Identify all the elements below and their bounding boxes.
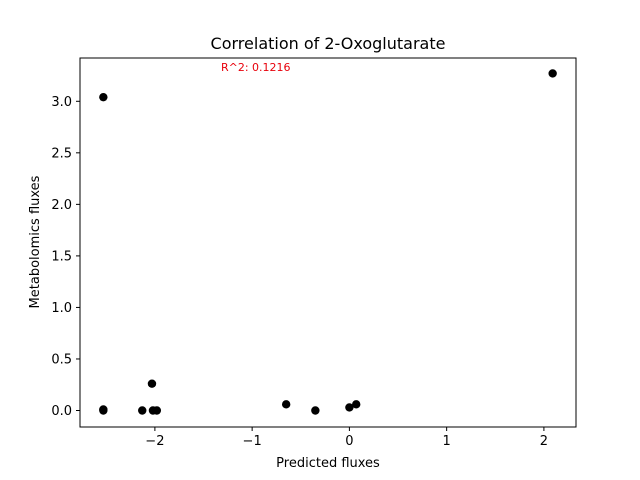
data-point bbox=[311, 406, 320, 415]
x-tick-label: 0 bbox=[345, 434, 353, 449]
data-points bbox=[99, 69, 557, 415]
data-point bbox=[99, 406, 108, 415]
data-point bbox=[99, 92, 108, 102]
chart-title: Correlation of 2-Oxoglutarate bbox=[211, 34, 446, 53]
x-axis-label: Predicted fluxes bbox=[276, 456, 380, 471]
data-point bbox=[345, 403, 354, 412]
data-point bbox=[352, 400, 361, 409]
r-squared-annotation: R^2: 0.1216 bbox=[221, 61, 291, 74]
data-point bbox=[548, 69, 557, 78]
x-tick-label: −2 bbox=[145, 434, 164, 449]
x-tick-label: 2 bbox=[540, 434, 548, 449]
y-tick-label: 2.5 bbox=[51, 146, 72, 161]
data-point bbox=[138, 406, 147, 415]
y-axis-label: Metabolomics fluxes bbox=[28, 175, 43, 308]
y-tick-label: 0.5 bbox=[51, 352, 72, 367]
y-tick-label: 3.0 bbox=[51, 95, 72, 110]
data-point bbox=[147, 379, 157, 388]
y-axis-ticks: 0.0 0.5 1.0 1.5 2.0 2.5 3.0 bbox=[51, 95, 80, 419]
y-tick-label: 0.0 bbox=[51, 404, 72, 419]
y-tick-label: 1.5 bbox=[51, 249, 72, 264]
plot-area-frame bbox=[79, 57, 577, 428]
y-tick-label: 1.0 bbox=[51, 301, 72, 316]
data-point bbox=[152, 406, 162, 415]
x-tick-label: −1 bbox=[243, 434, 262, 449]
x-axis-ticks: −2 −1 0 1 2 bbox=[145, 427, 548, 449]
y-tick-label: 2.0 bbox=[51, 198, 72, 213]
x-tick-label: 1 bbox=[443, 434, 451, 449]
data-point bbox=[281, 400, 291, 409]
